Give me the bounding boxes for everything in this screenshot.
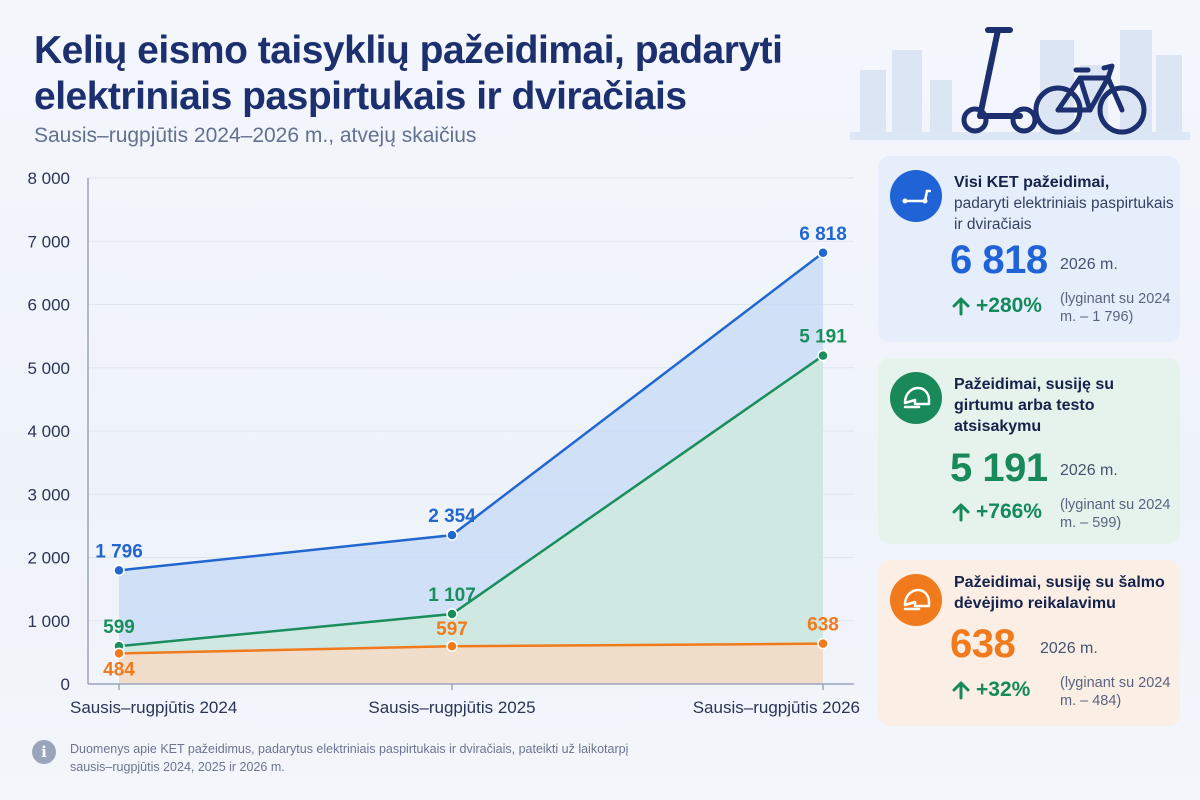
data-point — [446, 640, 458, 652]
stat-change-value: +32% — [976, 678, 1031, 701]
data-point — [817, 349, 829, 362]
x-tick-label: Sausis–rugpjūtis 2026 — [693, 698, 860, 717]
stat-change-value: +280% — [976, 294, 1042, 317]
arrow-up-icon — [952, 297, 970, 316]
stat-year: 2026 m. — [1040, 640, 1098, 657]
stat-card-title: Pažeidimai, susiję su šalmo dėvėjimo rei… — [954, 572, 1174, 614]
data-point — [446, 608, 458, 620]
y-tick-label: 4 000 — [27, 422, 70, 441]
scooter-icon — [961, 27, 1038, 134]
chart-data-labels: 1 796 2 354 6 818 599 1 107 5 191 484 597 638 — [95, 224, 847, 681]
y-tick-label: 2 000 — [27, 549, 70, 568]
y-tick-label: 0 — [61, 675, 70, 694]
stat-card-title: Visi KET pažeidimai, padaryti elektrinia… — [954, 172, 1174, 235]
data-label: 484 — [103, 659, 135, 680]
y-tick-label: 6 000 — [27, 296, 70, 315]
bicycle-icon — [1033, 63, 1147, 135]
data-label: 597 — [436, 619, 468, 640]
x-tick-label: Sausis–rugpjūtis 2024 — [70, 698, 237, 717]
stat-card-helmet: Pažeidimai, susiję su šalmo dėvėjimo rei… — [878, 560, 1180, 726]
series-area — [119, 355, 823, 684]
stat-card-heading: Pažeidimai, susiję su šalmo dėvėjimo rei… — [954, 574, 1165, 612]
footnote: i Duomenys apie KET pažeidimus, padarytu… — [32, 740, 632, 776]
data-label: 638 — [807, 615, 839, 636]
data-point — [817, 247, 829, 259]
data-point — [817, 637, 829, 650]
chart-areas — [119, 252, 823, 684]
stat-compare: (lyginant su 2024 m. – 1 796) — [1060, 291, 1171, 325]
chart-points — [113, 247, 829, 660]
y-tick-label: 3 000 — [27, 485, 70, 504]
stat-value: 638 — [950, 622, 1016, 666]
stat-change: +32% — [952, 678, 1030, 702]
stat-year: 2026 m. — [1060, 256, 1118, 273]
info-icon: i — [32, 740, 56, 764]
arrow-up-icon — [952, 503, 970, 522]
stat-card-heading: Pažeidimai, susiję su girtumu arba testo… — [954, 376, 1115, 435]
stat-card-title: Pažeidimai, susiję su girtumu arba testo… — [954, 374, 1174, 437]
data-label: 1 796 — [95, 541, 143, 562]
footnote-text: Duomenys apie KET pažeidimus, padarytus … — [70, 742, 629, 774]
helmet-icon — [890, 574, 942, 626]
page-title: Kelių eismo taisyklių pažeidimai, padary… — [34, 29, 783, 118]
helmet-icon — [890, 372, 942, 424]
y-tick-label: 5 000 — [27, 359, 70, 378]
y-tick-label: 8 000 — [27, 169, 70, 188]
data-label: 599 — [103, 617, 135, 638]
data-label: 1 107 — [428, 585, 476, 606]
x-tick-label: Sausis–rugpjūtis 2025 — [368, 698, 535, 717]
stat-card-total: Visi KET pažeidimai, padaryti elektrinia… — [878, 156, 1180, 342]
arrow-up-icon — [952, 681, 970, 700]
stat-change: +766% — [952, 500, 1042, 524]
data-point — [113, 647, 125, 660]
stat-compare: (lyginant su 2024 m. – 484) — [1060, 675, 1171, 709]
data-point — [446, 529, 458, 541]
y-tick-label: 7 000 — [27, 232, 70, 251]
series-area — [119, 643, 823, 684]
stat-card-subheading: padaryti elektriniais paspirtukais ir dv… — [954, 195, 1174, 233]
data-label: 6 818 — [799, 224, 847, 245]
line-area-chart: 0 1 000 2 000 3 000 4 000 5 000 6 000 7 000 8 00… — [27, 169, 860, 717]
scooter-bicycle-illustration — [850, 27, 1190, 140]
scooter-icon — [890, 170, 942, 222]
data-label: 5 191 — [799, 327, 847, 348]
chart-axes: 0 1 000 2 000 3 000 4 000 5 000 6 000 7 000 8 00… — [27, 169, 860, 717]
stat-value: 6 818 — [950, 238, 1048, 282]
stat-card-alcohol: Pažeidimai, susiję su girtumu arba testo… — [878, 358, 1180, 544]
stat-card-heading: Visi KET pažeidimai, — [954, 174, 1110, 191]
stat-change: +280% — [952, 294, 1042, 318]
page-subtitle: Sausis–rugpjūtis 2024–2026 m., atvejų sk… — [34, 124, 477, 147]
y-tick-label: 1 000 — [27, 612, 70, 631]
data-label: 2 354 — [428, 506, 476, 527]
data-point — [113, 564, 125, 577]
stat-change-value: +766% — [976, 500, 1042, 523]
stat-year: 2026 m. — [1060, 462, 1118, 479]
stat-value: 5 191 — [950, 446, 1048, 490]
stat-compare: (lyginant su 2024 m. – 599) — [1060, 497, 1171, 531]
